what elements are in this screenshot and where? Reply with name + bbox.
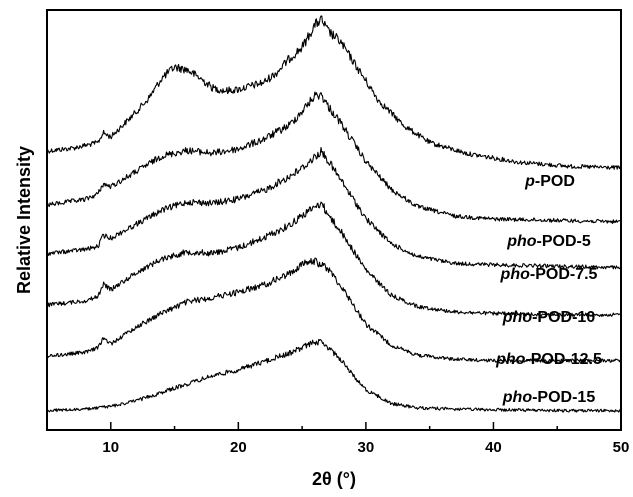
x-tick-label: 10 — [102, 439, 119, 456]
x-axis-title: 2θ (°) — [312, 469, 356, 489]
series-label-1: p-POD — [524, 173, 575, 190]
series-label-4: pho-POD-10 — [502, 309, 596, 326]
series-label-prefix: pho — [495, 351, 526, 368]
series-label-3: pho-POD-7.5 — [500, 266, 598, 283]
curve-layer — [46, 15, 622, 413]
x-tick-label: 30 — [358, 439, 375, 456]
series-label-prefix: pho — [506, 233, 537, 250]
series-label-suffix: -POD-5 — [537, 233, 591, 250]
series-label-suffix: -POD-15 — [532, 389, 595, 406]
series-label-suffix: -POD-10 — [532, 309, 595, 326]
series-line-5 — [46, 257, 622, 363]
y-axis-title: Relative Intensity — [14, 146, 34, 294]
series-line-6 — [46, 338, 622, 413]
series-label-layer: p-PODpho-POD-5pho-POD-7.5pho-POD-10pho-P… — [495, 173, 602, 406]
series-label-prefix: p — [524, 173, 535, 190]
series-label-6: pho-POD-15 — [502, 389, 596, 406]
series-line-3 — [46, 146, 622, 270]
x-tick-label: 40 — [485, 439, 502, 456]
x-tick-label: 20 — [230, 439, 247, 456]
series-label-prefix: pho — [502, 389, 533, 406]
plot-frame — [46, 9, 622, 431]
series-label-suffix: -POD-12.5 — [525, 351, 602, 368]
series-label-suffix: -POD-7.5 — [530, 266, 598, 283]
series-line-4 — [46, 201, 622, 318]
series-label-2: pho-POD-5 — [506, 233, 591, 250]
series-label-suffix: -POD — [535, 173, 575, 190]
series-line-2 — [46, 91, 622, 225]
series-label-prefix: pho — [502, 309, 533, 326]
series-label-prefix: pho — [500, 266, 531, 283]
x-tick-label: 50 — [613, 439, 630, 456]
series-line-1 — [46, 15, 622, 170]
x-axis-ticks: 10 20 30 40 50 — [46, 422, 630, 456]
series-label-5: pho-POD-12.5 — [495, 351, 602, 368]
